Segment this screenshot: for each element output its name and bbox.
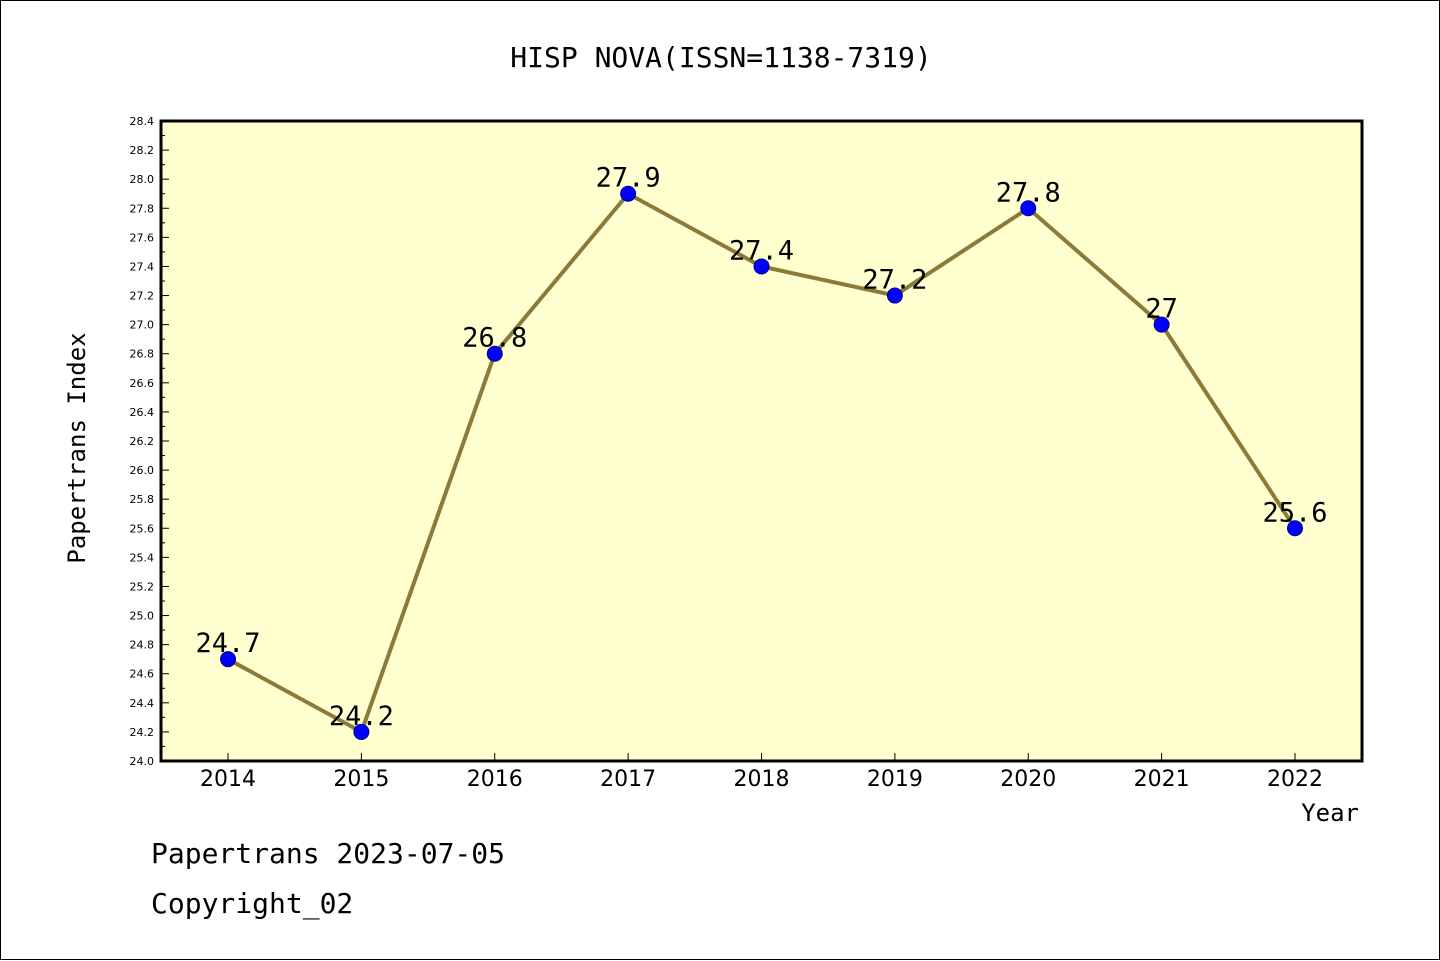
y-tick-label: 24.4: [130, 697, 155, 710]
x-tick-label: 2016: [467, 767, 523, 792]
data-label: 27.9: [596, 163, 661, 194]
x-tick-label: 2019: [867, 767, 923, 792]
y-tick-label: 25.2: [130, 580, 155, 593]
y-tick-label: 28.0: [130, 173, 155, 186]
data-label: 24.7: [195, 628, 260, 659]
footer-date: Papertrans 2023-07-05: [151, 837, 506, 870]
y-tick-label: 25.0: [130, 610, 155, 623]
data-label: 27.2: [862, 265, 927, 296]
x-tick-label: 2021: [1134, 767, 1190, 792]
chart-title: HISP NOVA(ISSN=1138-7319): [510, 41, 931, 74]
y-tick-label: 27.2: [130, 290, 155, 303]
y-tick-label: 25.6: [130, 522, 155, 535]
y-tick-label: 24.8: [130, 639, 155, 652]
data-label: 27.4: [729, 235, 794, 266]
x-tick-label: 2017: [600, 767, 656, 792]
x-tick-label: 2020: [1000, 767, 1056, 792]
data-point: [353, 723, 370, 740]
y-axis-label: Papertrans Index: [63, 332, 91, 563]
y-tick-label: 27.8: [130, 202, 155, 215]
y-tick-label: 28.2: [130, 144, 155, 157]
y-tick-label: 26.4: [130, 406, 155, 419]
y-tick-label: 24.0: [130, 755, 155, 768]
y-tick-label: 27.6: [130, 231, 155, 244]
data-point: [886, 287, 903, 304]
y-tick-label: 25.8: [130, 493, 155, 506]
y-tick-label: 24.2: [130, 726, 155, 739]
y-tick-label: 26.2: [130, 435, 155, 448]
data-point: [1020, 200, 1037, 217]
data-label: 24.2: [329, 701, 394, 732]
plot-area: [159, 119, 1364, 763]
data-point: [753, 258, 770, 275]
data-point: [220, 651, 236, 668]
x-axis-label: Year: [1301, 799, 1359, 827]
footer-copyright: Copyright_02: [151, 887, 354, 920]
y-tick-label: 27.0: [130, 319, 155, 332]
data-point: [1287, 520, 1303, 537]
x-tick-label: 2014: [200, 767, 256, 792]
data-label: 27.8: [996, 177, 1061, 208]
data-label: 25.6: [1262, 497, 1327, 528]
x-tick-label: 2018: [734, 767, 790, 792]
y-tick-label: 26.6: [130, 377, 155, 390]
x-tick-label: 2022: [1267, 767, 1323, 792]
data-point: [486, 345, 503, 362]
y-tick-label: 26.8: [130, 348, 155, 361]
x-tick-label: 2015: [333, 767, 389, 792]
data-point: [620, 185, 637, 202]
y-tick-label: 25.4: [130, 551, 155, 564]
y-tick-label: 24.6: [130, 668, 155, 681]
y-tick-label: 27.4: [130, 260, 155, 273]
y-tick-label: 26.0: [130, 464, 155, 477]
y-tick-label: 28.4: [130, 115, 155, 128]
data-label: 27: [1145, 294, 1178, 325]
data-point: [1153, 316, 1170, 333]
data-label: 26.8: [462, 323, 527, 354]
